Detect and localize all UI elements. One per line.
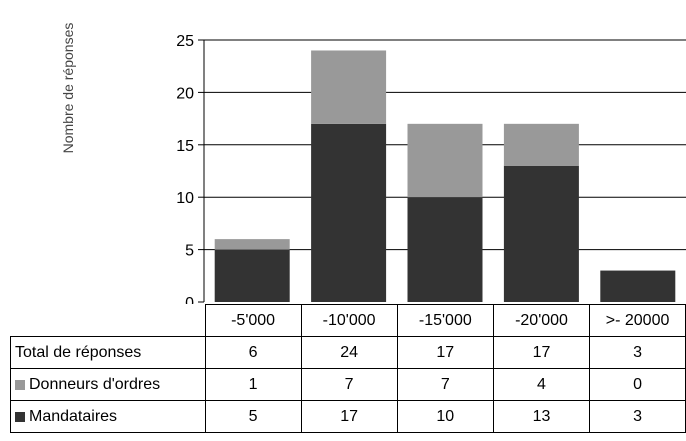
y-tick-label: 0 — [185, 295, 194, 304]
table-category: -15'000 — [396, 304, 494, 337]
y-tick-label: 5 — [185, 243, 194, 260]
table-cell: 5 — [204, 400, 302, 433]
donneurs-row-label: Donneurs d'ordres — [10, 368, 206, 401]
legend-swatch-mandataires — [15, 411, 25, 422]
mandataires-row-label: Mandataires — [10, 400, 206, 433]
y-tick-label: 25 — [176, 33, 194, 50]
category-header-row: -5'000 -10'000 -15'000 -20'000 >- 20000 — [11, 304, 686, 337]
table-category: -5'000 — [204, 304, 302, 337]
table-cell: 1 — [204, 368, 302, 401]
table-category: >- 20000 — [589, 304, 686, 337]
data-table: -5'000 -10'000 -15'000 -20'000 >- 20000 … — [10, 304, 686, 433]
table-cell: 6 — [204, 336, 302, 369]
table-cell: 4 — [492, 368, 591, 401]
bar-segment — [311, 50, 387, 124]
y-tick-label: 20 — [176, 85, 194, 102]
total-row-label: Total de réponses — [10, 336, 206, 369]
table-cell: 17 — [300, 400, 398, 433]
table-cell: 10 — [396, 400, 494, 433]
bar-segment — [311, 123, 387, 302]
bar-segment — [600, 270, 676, 302]
table-category: -20'000 — [492, 304, 591, 337]
bar-segment — [407, 123, 483, 198]
table-corner — [11, 305, 206, 337]
table-cell: 0 — [589, 368, 686, 401]
bar-segment — [214, 249, 290, 302]
table-cell: 3 — [589, 400, 686, 433]
table-cell: 17 — [492, 336, 591, 369]
y-tick-label: 15 — [176, 138, 194, 155]
bar-segment — [214, 239, 290, 250]
total-row: Total de réponses 6 24 17 17 3 — [10, 336, 686, 369]
table-category: -10'000 — [300, 304, 398, 337]
legend-label-mandataires: Mandataires — [29, 407, 118, 425]
table-cell: 7 — [396, 368, 494, 401]
donneurs-row: Donneurs d'ordres 1 7 7 4 0 — [10, 368, 686, 401]
y-tick-label: 10 — [176, 190, 194, 207]
legend-label-donneurs: Donneurs d'ordres — [29, 375, 161, 393]
table-cell: 3 — [589, 336, 686, 369]
table-cell: 7 — [300, 368, 398, 401]
bar-segment — [503, 123, 579, 166]
legend-swatch-donneurs — [15, 379, 25, 390]
table-cell: 13 — [492, 400, 591, 433]
table-cell: 17 — [396, 336, 494, 369]
bar-segment — [503, 165, 579, 302]
mandataires-row: Mandataires 5 17 10 13 3 — [10, 400, 686, 433]
table-cell: 24 — [300, 336, 398, 369]
stacked-bar-chart: 0 5 10 15 20 25 — [176, 33, 686, 304]
bar-segment — [407, 197, 483, 302]
